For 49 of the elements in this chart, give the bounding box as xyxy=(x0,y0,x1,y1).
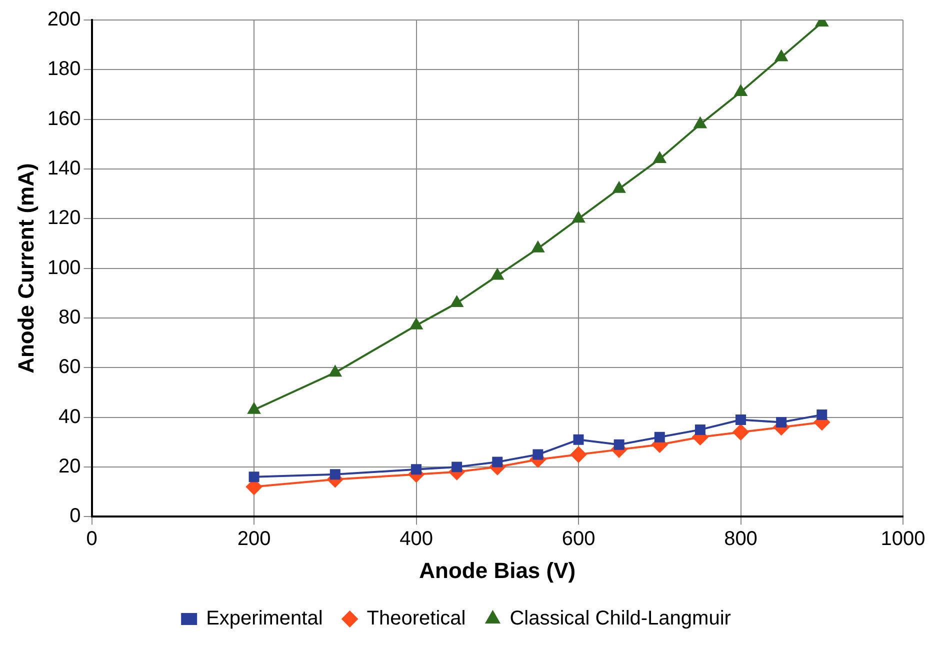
point xyxy=(330,469,340,480)
point xyxy=(328,366,342,377)
y-tick-label: 20 xyxy=(58,455,81,478)
x-tick-label: 600 xyxy=(562,528,596,550)
x-tick-label: 1000 xyxy=(880,528,926,550)
point xyxy=(532,241,544,252)
legend-label: Theoretical xyxy=(366,608,466,630)
y-tick-label: 100 xyxy=(47,256,81,279)
point xyxy=(732,424,749,440)
point xyxy=(734,85,747,96)
point xyxy=(572,212,585,223)
legend-label: Experimental xyxy=(206,608,323,630)
point xyxy=(736,414,746,426)
point xyxy=(654,432,665,442)
point xyxy=(410,318,422,330)
point xyxy=(452,462,462,472)
y-tick-label: 180 xyxy=(47,58,81,80)
point xyxy=(248,402,260,414)
point xyxy=(573,434,584,445)
point xyxy=(411,464,422,475)
point xyxy=(614,439,624,450)
y-tick-label: 60 xyxy=(58,356,81,378)
point xyxy=(653,152,666,164)
x-tick-label: 200 xyxy=(237,528,271,550)
y-tick-label: 120 xyxy=(47,207,81,230)
legend-label: Classical Child-Langmuir xyxy=(510,608,732,630)
point xyxy=(492,456,503,468)
point xyxy=(248,472,260,482)
y-tick-label: 140 xyxy=(47,157,81,180)
point xyxy=(694,424,706,435)
y-tick-label: 160 xyxy=(47,108,81,130)
point xyxy=(570,446,587,463)
point xyxy=(612,182,626,193)
x-tick-label: 0 xyxy=(86,528,98,550)
x-axis-title: Anode Bias (V) xyxy=(419,558,576,583)
point xyxy=(775,50,788,62)
point xyxy=(776,417,787,428)
point xyxy=(532,449,544,460)
y-tick-label: 200 xyxy=(47,8,81,31)
y-tick-label: 80 xyxy=(58,306,81,328)
y-tick-label: 40 xyxy=(58,406,81,428)
x-tick-label: 400 xyxy=(400,528,433,550)
point xyxy=(491,268,504,280)
y-tick-label: 0 xyxy=(70,505,81,528)
point xyxy=(816,410,828,420)
point xyxy=(694,117,706,128)
y-axis-title: Anode Current (mA) xyxy=(13,163,38,374)
point xyxy=(450,296,464,308)
x-tick-label: 800 xyxy=(724,528,758,550)
